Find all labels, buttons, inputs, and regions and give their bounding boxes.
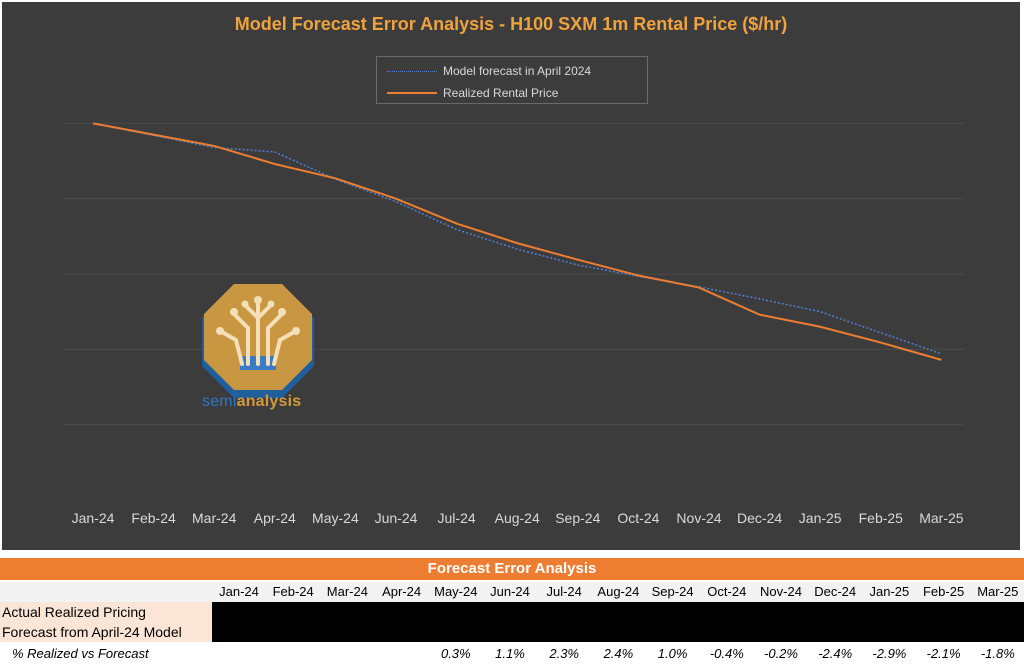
- pct-cell: -0.2%: [764, 646, 798, 661]
- table-row-pct: % Realized vs Forecast 0.3% 1.1% 2.3% 2.4% 1…: [0, 644, 1024, 664]
- x-tick-label: May-24: [312, 510, 359, 526]
- x-tick-label: Mar-25: [919, 510, 964, 526]
- semianalysis-wordmark: semianalysis: [202, 393, 302, 410]
- x-tick-label: Jun-24: [375, 510, 418, 526]
- series-line-0: [92, 122, 942, 355]
- month-header: Mar-24: [326, 584, 368, 599]
- month-header: Oct-24: [707, 584, 747, 599]
- legend-label-forecast: Model forecast in April 2024: [443, 64, 592, 78]
- pct-cell: 0.3%: [440, 646, 471, 661]
- month-header: May-24: [434, 584, 478, 599]
- legend-swatch-forecast: [387, 70, 437, 72]
- month-header: Dec-24: [814, 584, 857, 599]
- legend-swatch-realized: [387, 92, 437, 94]
- month-header: Jul-24: [546, 584, 582, 599]
- month-header: Nov-24: [760, 584, 802, 599]
- x-tick-label: Jan-25: [799, 510, 842, 526]
- x-tick-label: Aug-24: [495, 510, 540, 526]
- month-header: Jun-24: [490, 584, 530, 599]
- month-header: Jan-25: [869, 584, 910, 599]
- month-header: Jan-24: [219, 584, 259, 599]
- row-label-forecast: Forecast from April-24 Model: [0, 622, 212, 642]
- chart-title: Model Forecast Error Analysis - H100 SXM…: [234, 14, 788, 34]
- row-label-pct: % Realized vs Forecast: [0, 644, 212, 664]
- pct-cell: 2.3%: [549, 646, 579, 661]
- x-tick-label: Jul-24: [438, 510, 476, 526]
- month-header: Feb-25: [922, 584, 965, 599]
- table-title: Forecast Error Analysis: [0, 558, 1024, 580]
- pct-cell: 1.0%: [657, 646, 688, 661]
- legend-item-realized: Realized Rental Price: [387, 83, 558, 103]
- pct-cell: -2.4%: [818, 646, 853, 661]
- x-tick-label: Nov-24: [676, 510, 721, 526]
- month-header: Aug-24: [597, 584, 640, 599]
- x-tick-label: Oct-24: [617, 510, 659, 526]
- x-tick-label: Sep-24: [555, 510, 600, 526]
- month-header: Apr-24: [382, 584, 422, 599]
- x-tick-label: Jan-24: [72, 510, 115, 526]
- table-month-row: Jan-24 Feb-24 Mar-24 Apr-24 May-24 Jun-24 Jul-…: [0, 582, 1024, 602]
- x-tick-label: Feb-24: [131, 510, 176, 526]
- pct-cell: -0.4%: [709, 646, 744, 661]
- legend-item-forecast: Model forecast in April 2024: [387, 61, 591, 81]
- pct-cell: 2.4%: [603, 646, 634, 661]
- pct-cell: -2.1%: [926, 646, 961, 661]
- pct-cell: 1.1%: [495, 646, 525, 661]
- x-tick-label: Feb-25: [859, 510, 904, 526]
- x-tick-label: Apr-24: [254, 510, 296, 526]
- row-label-actual: Actual Realized Pricing: [0, 602, 212, 622]
- x-tick-label: Dec-24: [737, 510, 782, 526]
- x-tick-label: Mar-24: [192, 510, 237, 526]
- chart-panel: Jan-24 Feb-24 Mar-24 Apr-24 May-24 Jun-24 Jul-…: [2, 2, 1020, 550]
- table-row-actual: Actual Realized Pricing: [0, 602, 1024, 622]
- series-line-1: [92, 122, 942, 361]
- table-row-forecast: Forecast from April-24 Model: [0, 622, 1024, 642]
- month-header: Feb-24: [272, 584, 314, 599]
- pct-cell: -2.9%: [872, 646, 907, 661]
- month-header: Sep-24: [651, 584, 694, 599]
- chart-plot: Jan-24 Feb-24 Mar-24 Apr-24 May-24 Jun-24 Jul-…: [64, 122, 964, 526]
- month-header: Mar-25: [977, 584, 1019, 599]
- chart-legend: Model forecast in April 2024 Realized Re…: [376, 56, 648, 104]
- legend-label-realized: Realized Rental Price: [443, 86, 559, 100]
- semianalysis-logo: [202, 284, 314, 398]
- pct-cell: -1.8%: [980, 646, 1015, 661]
